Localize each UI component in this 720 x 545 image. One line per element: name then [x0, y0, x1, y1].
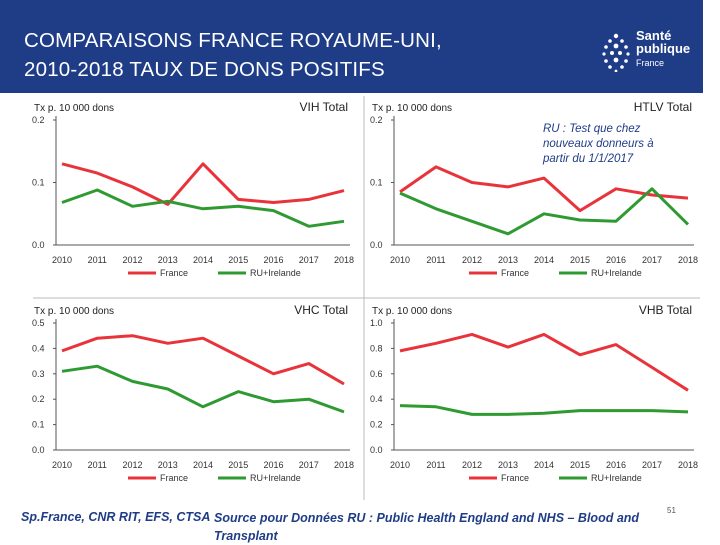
x-tick-label: 2018: [334, 255, 354, 265]
y-tick-label: 0.2: [32, 115, 45, 125]
series-line-france: [61, 334, 345, 386]
x-tick-label: 2017: [642, 460, 662, 470]
y-tick-label: 0.2: [32, 394, 45, 404]
series-line-ru: [61, 188, 345, 228]
x-tick-label: 2012: [122, 460, 142, 470]
y-axis-label: Tx p. 10 000 dons: [34, 103, 114, 114]
x-tick-label: 2010: [52, 460, 72, 470]
y-tick-label: 0.1: [370, 178, 383, 188]
title-line-1: COMPARAISONS FRANCE ROYAUME-UNI,: [24, 29, 442, 52]
x-tick-label: 2015: [570, 255, 590, 265]
x-tick-label: 2017: [642, 255, 662, 265]
series-line-france: [399, 165, 689, 213]
x-tick-label: 2017: [299, 460, 319, 470]
legend-label: RU+Irelande: [250, 473, 301, 483]
y-axis-label: Tx p. 10 000 dons: [34, 306, 114, 317]
x-tick-label: 2016: [606, 460, 626, 470]
x-tick-label: 2012: [462, 460, 482, 470]
series-line-ru: [399, 404, 689, 416]
y-tick-label: 0.2: [370, 420, 383, 430]
x-tick-label: 2011: [426, 255, 445, 265]
y-tick-label: 0.4: [32, 343, 45, 353]
series-line-ru: [61, 364, 345, 414]
y-tick-label: 0.2: [370, 115, 383, 125]
y-axis-label: Tx p. 10 000 dons: [372, 306, 452, 317]
y-tick-label: 0.1: [32, 178, 45, 188]
legend-label: RU+Irelande: [591, 473, 642, 483]
y-tick-label: 0.8: [370, 343, 383, 353]
chart-title: VIH Total: [300, 100, 348, 114]
legend-label: RU+Irelande: [250, 268, 301, 278]
y-axis-label: Tx p. 10 000 dons: [372, 103, 452, 114]
chart-title: VHC Total: [294, 303, 348, 317]
page-title: COMPARAISONS FRANCE ROYAUME-UNI, 2010-20…: [24, 26, 442, 84]
x-tick-label: 2017: [299, 255, 319, 265]
x-tick-label: 2013: [498, 460, 518, 470]
x-tick-label: 2016: [263, 460, 283, 470]
logo-text-3: France: [636, 58, 665, 68]
chart-title: VHB Total: [639, 303, 692, 317]
x-tick-label: 2012: [122, 255, 142, 265]
y-tick-label: 0.6: [370, 369, 383, 379]
sante-publique-logo: Santé publique France: [600, 28, 690, 76]
x-tick-label: 2013: [498, 255, 518, 265]
x-tick-label: 2010: [390, 460, 410, 470]
x-tick-label: 2014: [534, 460, 554, 470]
htlv-note: RU : Test que chez nouveaux donneurs à p…: [543, 123, 654, 165]
page-number: 51: [667, 506, 676, 515]
x-tick-label: 2015: [570, 460, 590, 470]
legend-label: RU+Irelande: [591, 268, 642, 278]
x-tick-label: 2014: [193, 255, 213, 265]
x-tick-label: 2018: [678, 255, 698, 265]
series-line-ru: [399, 187, 690, 236]
y-tick-label: 0.5: [32, 318, 45, 328]
series-line-france: [399, 332, 689, 392]
y-tick-label: 0.0: [32, 240, 45, 250]
y-tick-label: 0.0: [32, 445, 45, 455]
x-tick-label: 2016: [263, 255, 283, 265]
header-bar: COMPARAISONS FRANCE ROYAUME-UNI, 2010-20…: [0, 0, 703, 93]
x-tick-label: 2015: [228, 460, 248, 470]
logo-text-2: publique: [636, 41, 691, 56]
title-line-2: 2010-2018 TAUX DE DONS POSITIFS: [24, 58, 385, 81]
legend-label: France: [501, 268, 529, 278]
y-tick-label: 0.1: [32, 420, 45, 430]
legend-label: France: [160, 268, 188, 278]
x-tick-label: 2010: [390, 255, 410, 265]
x-tick-label: 2016: [606, 255, 626, 265]
x-tick-label: 2014: [534, 255, 554, 265]
x-tick-label: 2013: [158, 255, 178, 265]
logo-text-1: Santé: [636, 28, 672, 43]
series-line-france: [61, 162, 345, 206]
chart-title: HTLV Total: [634, 100, 692, 114]
x-tick-label: 2018: [678, 460, 698, 470]
x-tick-label: 2015: [228, 255, 248, 265]
x-tick-label: 2010: [52, 255, 72, 265]
x-tick-label: 2018: [334, 460, 354, 470]
y-tick-label: 0.0: [370, 240, 383, 250]
footer-sources-france: Sp.France, CNR RIT, EFS, CTSA: [21, 510, 211, 524]
x-tick-label: 2013: [158, 460, 178, 470]
x-tick-label: 2011: [426, 460, 445, 470]
x-tick-label: 2011: [88, 460, 107, 470]
y-tick-label: 1.0: [370, 318, 383, 328]
logo-dots-icon: [602, 33, 630, 72]
x-tick-label: 2012: [462, 255, 482, 265]
y-tick-label: 0.4: [370, 394, 383, 404]
x-tick-label: 2011: [88, 255, 107, 265]
legend-label: France: [501, 473, 529, 483]
x-tick-label: 2014: [193, 460, 213, 470]
y-tick-label: 0.0: [370, 445, 383, 455]
y-tick-label: 0.3: [32, 369, 45, 379]
legend-label: France: [160, 473, 188, 483]
